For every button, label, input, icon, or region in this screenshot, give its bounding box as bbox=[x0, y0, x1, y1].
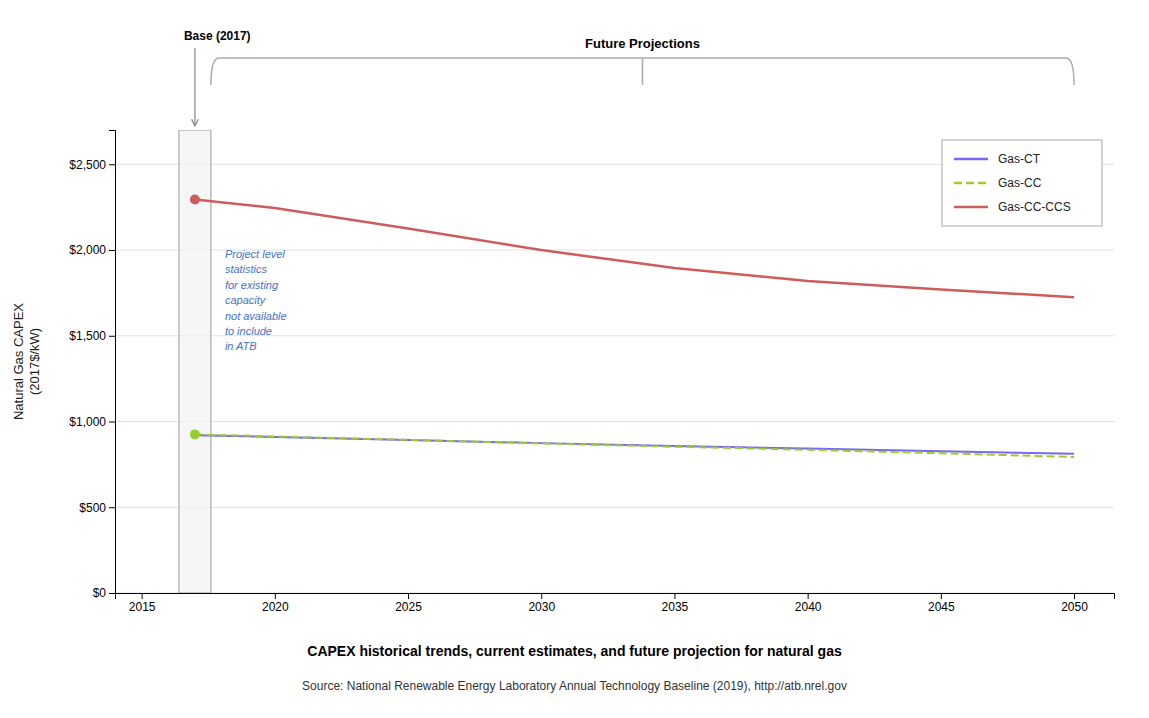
tick-mark bbox=[109, 593, 115, 594]
tick: 2045 bbox=[928, 593, 955, 614]
title: CAPEX historical trends, current estimat… bbox=[307, 643, 842, 659]
tick-label: 2050 bbox=[1061, 600, 1088, 614]
annotation: Future Projections bbox=[585, 36, 700, 51]
grid-line bbox=[115, 421, 1114, 422]
annotation: Base (2017) bbox=[184, 29, 251, 43]
tick-label: $1,500 bbox=[69, 329, 106, 343]
series-line bbox=[195, 435, 1074, 454]
tick: $2,500 bbox=[69, 158, 115, 172]
grid bbox=[115, 164, 1114, 593]
tick-mark bbox=[275, 593, 276, 599]
tick-mark bbox=[109, 250, 115, 251]
base-point bbox=[190, 429, 200, 439]
grid-line bbox=[115, 507, 1114, 508]
tick: $2,000 bbox=[69, 243, 115, 257]
tick: 2020 bbox=[262, 593, 289, 614]
legend-label: Gas-CC-CCS bbox=[998, 200, 1071, 214]
tick-label: $2,500 bbox=[69, 158, 106, 172]
tick-mark bbox=[1074, 593, 1075, 599]
tick-mark bbox=[142, 593, 143, 599]
annotation: Project levelstatisticsfor existingcapac… bbox=[225, 248, 287, 352]
chart: $0$500$1,000$1,500$2,000$2,5002015202020… bbox=[0, 0, 1149, 718]
legend-swatch bbox=[954, 206, 988, 209]
tick-mark bbox=[808, 593, 809, 599]
x-axis: 2015 2020 2025 2030 2035 2040 2045 2050 bbox=[116, 593, 1115, 614]
base-point bbox=[190, 194, 200, 204]
tick-label: $2,000 bbox=[69, 243, 106, 257]
tick-label: $500 bbox=[79, 501, 106, 515]
tick-label: 2025 bbox=[395, 600, 422, 614]
tick-mark bbox=[408, 593, 409, 599]
source: Source: National Renewable Energy Labora… bbox=[302, 679, 847, 693]
tick-mark bbox=[541, 593, 542, 599]
tick: $0 bbox=[93, 586, 115, 600]
tick-mark bbox=[674, 593, 675, 599]
plot: $0$500$1,000$1,500$2,000$2,5002015202020… bbox=[11, 29, 1115, 614]
legend-swatch bbox=[954, 158, 988, 161]
tick-label: $1,000 bbox=[69, 415, 106, 429]
tick-label: 2045 bbox=[928, 600, 955, 614]
tick: 2015 bbox=[129, 593, 156, 614]
tick-label: 2030 bbox=[528, 600, 555, 614]
tick-label: 2040 bbox=[795, 600, 822, 614]
series-line bbox=[195, 434, 1074, 457]
axis-line bbox=[116, 594, 1115, 600]
tick-label: 2020 bbox=[262, 600, 289, 614]
marks bbox=[179, 130, 1074, 593]
bracket bbox=[211, 58, 1074, 85]
tick-label: $0 bbox=[93, 586, 107, 600]
legend: Gas-CT Gas-CC Gas-CC-CCS bbox=[942, 140, 1102, 226]
tick: 2035 bbox=[662, 593, 689, 614]
tick-mark bbox=[109, 422, 115, 423]
legend-box bbox=[942, 140, 1102, 226]
annotation-arrow bbox=[194, 48, 195, 126]
tick-label: 2035 bbox=[662, 600, 689, 614]
tick-label: 2015 bbox=[129, 600, 156, 614]
tick: 2050 bbox=[1061, 593, 1088, 614]
tick-mark bbox=[941, 593, 942, 599]
legend-swatch bbox=[954, 182, 988, 185]
legend-label: Gas-CC bbox=[998, 176, 1042, 190]
y-axis-title: Natural Gas CAPEX(2017$/kW) bbox=[11, 303, 42, 420]
tick: $1,000 bbox=[69, 415, 115, 429]
axis-line bbox=[109, 131, 116, 594]
tick: 2040 bbox=[795, 593, 822, 614]
tick: $1,500 bbox=[69, 329, 115, 343]
y-axis: $0 $500 $1,000 $1,500 $2,000 $2,500 bbox=[69, 131, 115, 601]
legend-label: Gas-CT bbox=[998, 152, 1041, 166]
tick: 2025 bbox=[395, 593, 422, 614]
tick-mark bbox=[109, 336, 115, 337]
tick: 2030 bbox=[528, 593, 555, 614]
tick-mark bbox=[109, 164, 115, 165]
tick-mark bbox=[109, 507, 115, 508]
tick: $500 bbox=[79, 501, 115, 515]
